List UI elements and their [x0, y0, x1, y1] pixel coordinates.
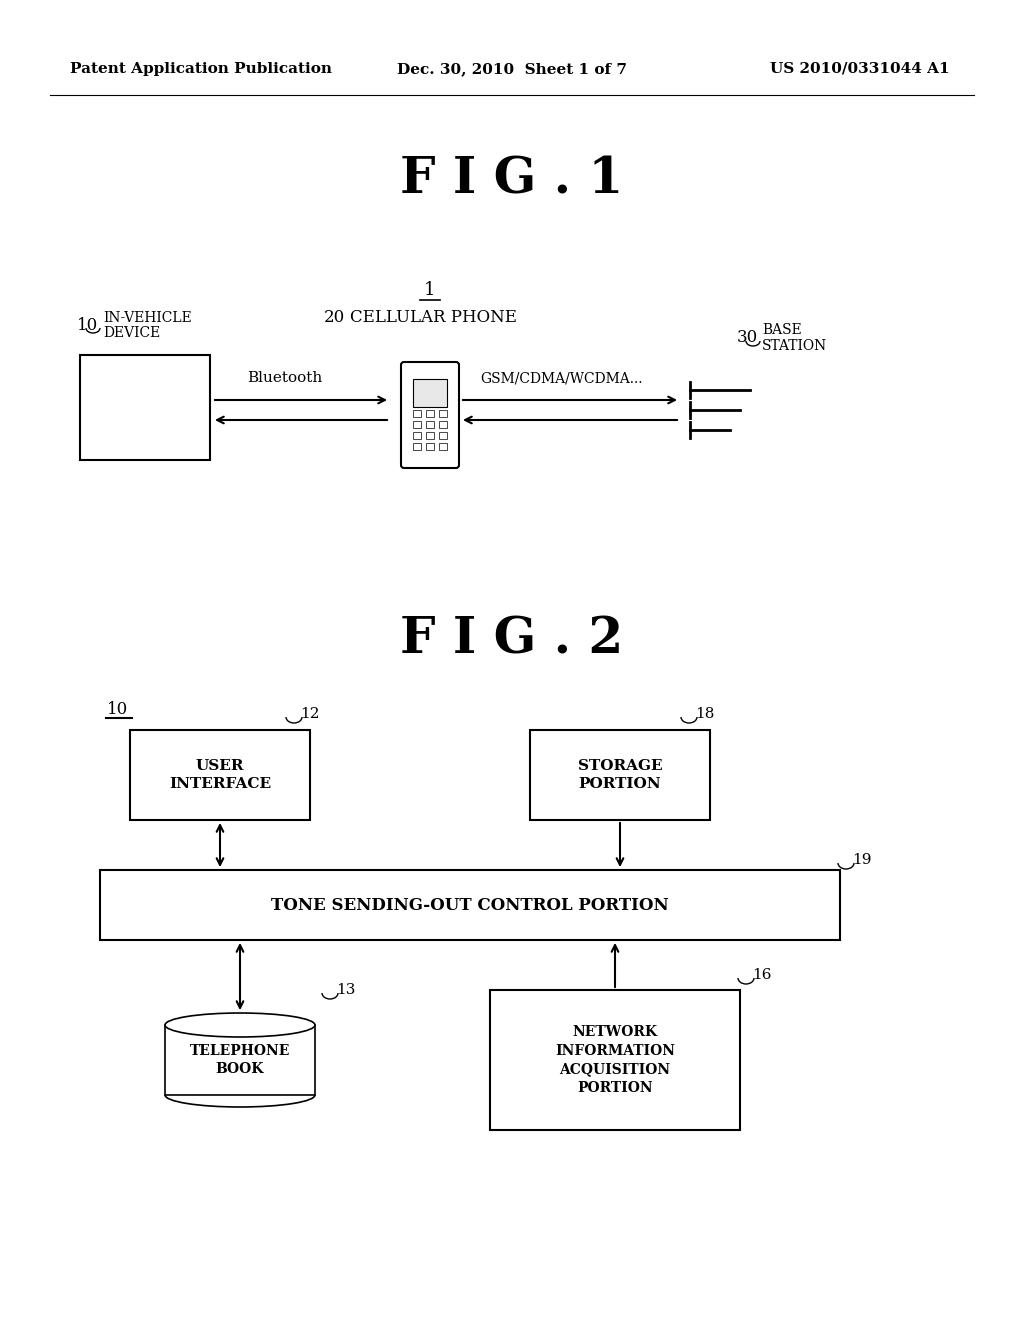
Bar	[426, 421, 434, 428]
Text: Dec. 30, 2010  Sheet 1 of 7: Dec. 30, 2010 Sheet 1 of 7	[397, 62, 627, 77]
Text: STORAGE
PORTION: STORAGE PORTION	[578, 759, 663, 791]
Bar	[413, 432, 421, 440]
Text: 1: 1	[424, 281, 436, 300]
Text: 20: 20	[324, 309, 345, 326]
Bar	[439, 432, 447, 440]
Text: CELLULAR PHONE: CELLULAR PHONE	[350, 309, 517, 326]
Bar	[165, 1026, 315, 1096]
Bar	[439, 444, 447, 450]
Text: 10: 10	[77, 317, 98, 334]
Bar	[413, 444, 421, 450]
Text: STATION: STATION	[762, 339, 827, 352]
Text: 16: 16	[752, 968, 771, 982]
Text: TONE SENDING-OUT CONTROL PORTION: TONE SENDING-OUT CONTROL PORTION	[271, 896, 669, 913]
Text: DEVICE: DEVICE	[103, 326, 160, 341]
Bar	[426, 411, 434, 417]
Text: 13: 13	[336, 983, 355, 997]
Text: Bluetooth: Bluetooth	[248, 371, 323, 385]
Text: Patent Application Publication: Patent Application Publication	[70, 62, 332, 77]
Bar	[130, 730, 310, 820]
Text: TELEPHONE
BOOK: TELEPHONE BOOK	[189, 1044, 290, 1076]
Text: USER
INTERFACE: USER INTERFACE	[169, 759, 271, 791]
Text: IN-VEHICLE: IN-VEHICLE	[103, 312, 191, 325]
FancyBboxPatch shape	[401, 362, 459, 469]
Text: NETWORK
INFORMATION
ACQUISITION
PORTION: NETWORK INFORMATION ACQUISITION PORTION	[555, 1026, 675, 1094]
Text: 18: 18	[695, 708, 715, 721]
Bar	[413, 411, 421, 417]
Text: F I G . 2: F I G . 2	[400, 615, 624, 664]
Text: BASE: BASE	[762, 323, 802, 337]
Ellipse shape	[165, 1012, 315, 1038]
Text: F I G . 1: F I G . 1	[400, 156, 624, 205]
Text: 12: 12	[300, 708, 319, 721]
Bar	[490, 990, 740, 1130]
Bar	[413, 379, 447, 407]
Bar	[80, 355, 210, 459]
Text: 19: 19	[852, 853, 871, 867]
Bar	[100, 870, 840, 940]
Bar	[530, 730, 710, 820]
Text: US 2010/0331044 A1: US 2010/0331044 A1	[770, 62, 950, 77]
Bar	[413, 421, 421, 428]
Bar	[439, 421, 447, 428]
Bar	[426, 432, 434, 440]
Text: 10: 10	[108, 701, 129, 718]
Text: 30: 30	[736, 330, 758, 346]
Text: GSM/CDMA/WCDMA...: GSM/CDMA/WCDMA...	[480, 371, 642, 385]
Bar	[426, 444, 434, 450]
Bar	[439, 411, 447, 417]
